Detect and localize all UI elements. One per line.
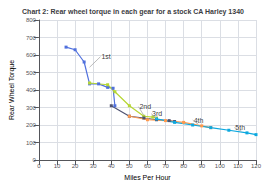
svg-text:4th: 4th bbox=[194, 117, 204, 124]
svg-text:3rd: 3rd bbox=[152, 110, 163, 118]
svg-text:40: 40 bbox=[108, 163, 115, 169]
svg-text:Rear Wheel Torque: Rear Wheel Torque bbox=[8, 60, 16, 120]
svg-text:800: 800 bbox=[26, 17, 37, 23]
svg-text:2nd: 2nd bbox=[139, 103, 151, 110]
svg-text:70: 70 bbox=[162, 163, 169, 169]
svg-text:1st: 1st bbox=[101, 53, 110, 60]
svg-text:Chart 2: Rear wheel torque in: Chart 2: Rear wheel torque in each gear … bbox=[22, 8, 244, 16]
svg-text:120: 120 bbox=[251, 163, 262, 169]
svg-text:300: 300 bbox=[26, 105, 37, 111]
svg-text:100: 100 bbox=[26, 140, 37, 146]
svg-text:50: 50 bbox=[126, 163, 133, 169]
svg-text:0: 0 bbox=[37, 163, 41, 169]
svg-text:30: 30 bbox=[90, 163, 97, 169]
svg-text:200: 200 bbox=[26, 122, 37, 128]
svg-text:Miles Per Hour: Miles Per Hour bbox=[124, 174, 171, 181]
svg-text:20: 20 bbox=[72, 163, 79, 169]
svg-text:80: 80 bbox=[180, 163, 187, 169]
svg-text:60: 60 bbox=[144, 163, 151, 169]
svg-text:600: 600 bbox=[26, 52, 37, 58]
svg-text:110: 110 bbox=[233, 163, 243, 169]
svg-text:0: 0 bbox=[33, 157, 37, 163]
svg-text:400: 400 bbox=[26, 87, 37, 93]
svg-text:100: 100 bbox=[215, 163, 226, 169]
svg-text:90: 90 bbox=[198, 163, 205, 169]
svg-text:700: 700 bbox=[26, 35, 37, 41]
svg-text:5th: 5th bbox=[235, 124, 245, 131]
svg-text:10: 10 bbox=[54, 163, 61, 169]
svg-text:500: 500 bbox=[26, 70, 37, 76]
